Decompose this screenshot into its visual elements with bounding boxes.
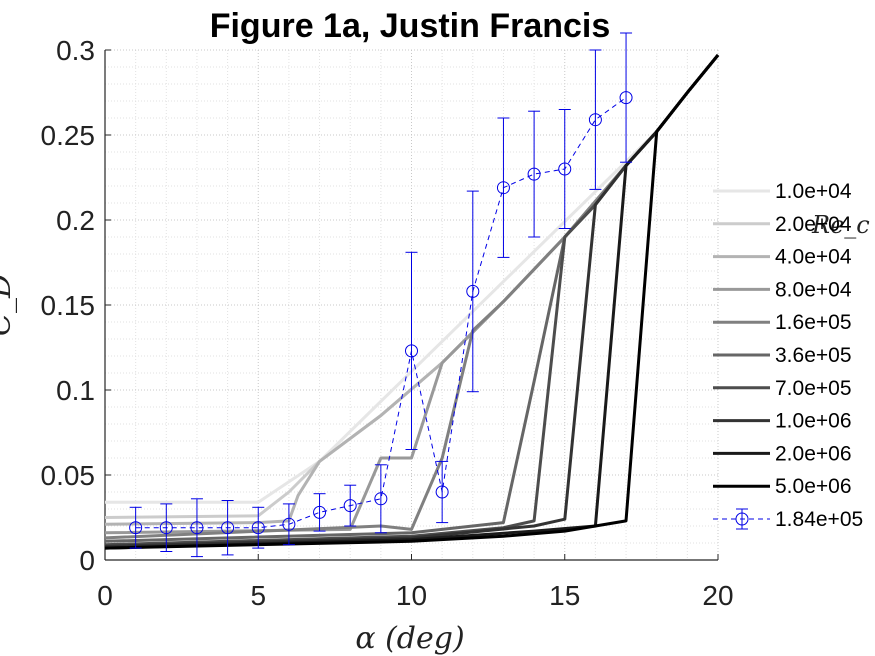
legend-label: 2.0e+04 xyxy=(775,213,852,236)
legend-label: 1.84e+05 xyxy=(775,508,863,531)
series-line-5.0e+06 xyxy=(104,54,720,550)
data-point xyxy=(251,521,265,535)
y-tick-label: 0.05 xyxy=(41,460,96,491)
y-tick-label: 0.25 xyxy=(41,120,96,151)
x-tick-label: 5 xyxy=(250,580,266,611)
y-tick-label: 0.1 xyxy=(56,375,95,406)
legend-label: 2.0e+06 xyxy=(775,442,852,465)
data-point xyxy=(558,162,572,176)
chart-title: Figure 1a, Justin Francis xyxy=(210,7,611,45)
legend-label: 8.0e+04 xyxy=(775,278,852,301)
data-point xyxy=(343,499,357,513)
data-point xyxy=(221,521,235,535)
legend-label: 7.0e+05 xyxy=(775,377,852,400)
data-point xyxy=(129,521,143,535)
data-point xyxy=(435,485,449,499)
y-tick-label: 0.2 xyxy=(56,205,95,236)
data-point xyxy=(527,167,541,181)
x-axis-label: α (deg) xyxy=(355,621,464,656)
x-tick-label: 20 xyxy=(702,580,733,611)
data-point xyxy=(619,91,633,105)
y-axis-label: C_D xyxy=(0,274,18,336)
y-tick-label: 0.15 xyxy=(41,290,96,321)
legend-label: 4.0e+04 xyxy=(775,246,852,269)
legend-label: 1.0e+06 xyxy=(775,410,852,433)
data-point xyxy=(405,344,418,358)
legend: Re_c 1.0e+04 2.0e+04 4.0e+04 8.0e+04 1.6e+05… xyxy=(713,180,870,531)
legend-marker xyxy=(735,512,749,526)
x-tick-label: 10 xyxy=(396,580,427,611)
x-tick-label: 15 xyxy=(549,580,580,611)
legend-title: Re_c xyxy=(811,211,870,239)
data-point xyxy=(313,505,327,519)
legend-label: 1.0e+04 xyxy=(775,180,852,203)
data-point xyxy=(282,517,296,531)
data-point xyxy=(190,521,204,535)
legend-label: 3.6e+05 xyxy=(775,344,852,367)
axes: 0 5 10 15 20 0 0.05 0.1 0.15 0.2 0.25 0.3 xyxy=(41,35,734,611)
data-point xyxy=(588,113,602,127)
experimental-series xyxy=(129,32,633,558)
y-tick-label: 0 xyxy=(79,545,95,576)
y-tick-label: 0.3 xyxy=(56,35,95,66)
data-point xyxy=(159,521,173,535)
x-tick-label: 0 xyxy=(97,580,113,611)
experimental-line xyxy=(135,97,627,529)
data-point xyxy=(496,181,510,195)
series-lines xyxy=(104,54,720,550)
legend-label: 5.0e+06 xyxy=(775,475,852,498)
data-point xyxy=(374,492,388,506)
legend-label: 1.6e+05 xyxy=(775,311,852,334)
data-point xyxy=(466,284,480,298)
